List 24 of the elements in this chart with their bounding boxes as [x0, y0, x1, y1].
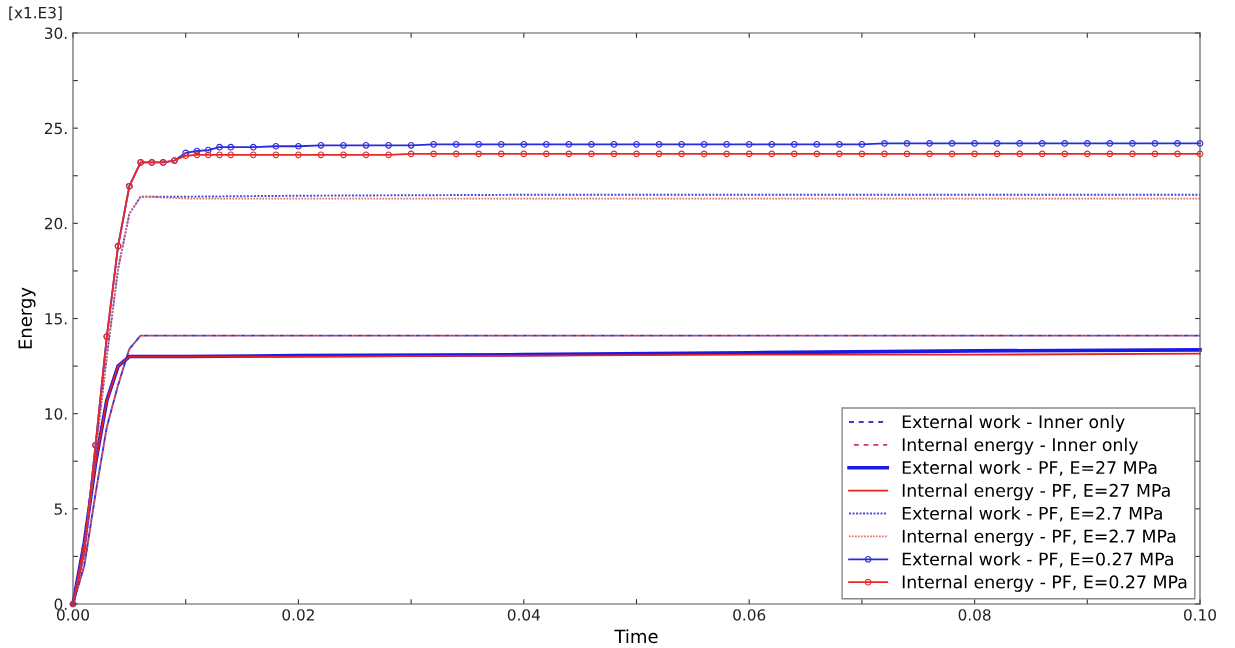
- x-tick-label: 0.02: [282, 609, 314, 621]
- y-tick-label: 0.: [54, 598, 67, 611]
- y-tick-label: 5.: [54, 503, 67, 515]
- text: [x1.E3]: [9, 6, 62, 21]
- legend-label: Internal energy - PF, E=2.7 MPa: [902, 529, 1176, 547]
- y-tick-label: 10.: [45, 408, 67, 420]
- legend-label: External work - PF, E=2.7 MPa: [902, 506, 1162, 522]
- legend-label: Internal energy - PF, E=27 MPa: [902, 483, 1170, 501]
- legend-label: Internal energy - PF, E=0.27 MPa: [902, 575, 1187, 592]
- x-tick-label: 0.10: [1184, 609, 1216, 621]
- x-tick-label: 0.08: [958, 609, 991, 621]
- legend-label: External work - Inner only: [902, 414, 1125, 432]
- x-axis-title: Time: [614, 629, 658, 644]
- y-tick-label: 15.: [45, 313, 67, 325]
- x-tick-label: 0.00: [57, 609, 89, 621]
- y-tick-label: 20.: [44, 217, 67, 230]
- legend-label: Internal energy - Inner only: [902, 437, 1139, 455]
- y-tick-label: 30.: [45, 27, 67, 40]
- legend-label: External work - PF, E=0.27 MPa: [902, 552, 1173, 568]
- x-tick-label: 0.06: [733, 609, 766, 621]
- y-axis-title: Energy: [18, 287, 36, 349]
- x-tick-label: 0.04: [507, 609, 540, 621]
- y-tick-label: 25.: [44, 122, 67, 135]
- legend-label: External work - PF, E=27 MPa: [902, 460, 1157, 476]
